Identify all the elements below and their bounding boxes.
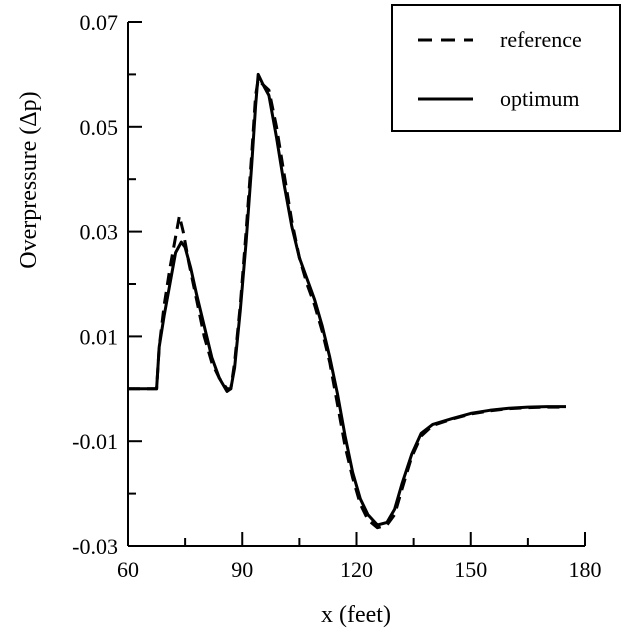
x-tick-label: 90 [231, 557, 253, 582]
x-axis-title: x (feet) [321, 602, 391, 628]
y-axis-title: Overpressure (Δp) [16, 91, 42, 268]
y-tick-label: 0.01 [80, 324, 119, 349]
y-tick-label: 0.03 [80, 220, 119, 245]
series-group [128, 72, 566, 530]
y-tick-label: 0.07 [80, 10, 119, 35]
y-tick-label: -0.03 [72, 534, 118, 559]
legend-reference-label: reference [500, 27, 582, 52]
legend-box [391, 4, 621, 132]
x-tick-label: 180 [569, 557, 602, 582]
x-tick-label: 150 [454, 557, 487, 582]
y-tick-label: -0.01 [72, 429, 118, 454]
x-tick-label: 60 [117, 557, 139, 582]
x-tick-label: 120 [340, 557, 373, 582]
legend-optimum-label: optimum [500, 86, 579, 111]
legend: reference optimum [391, 4, 621, 132]
series-line-optimum [128, 72, 566, 527]
series-line-reference [128, 78, 566, 530]
y-tick-label: 0.05 [80, 115, 119, 140]
